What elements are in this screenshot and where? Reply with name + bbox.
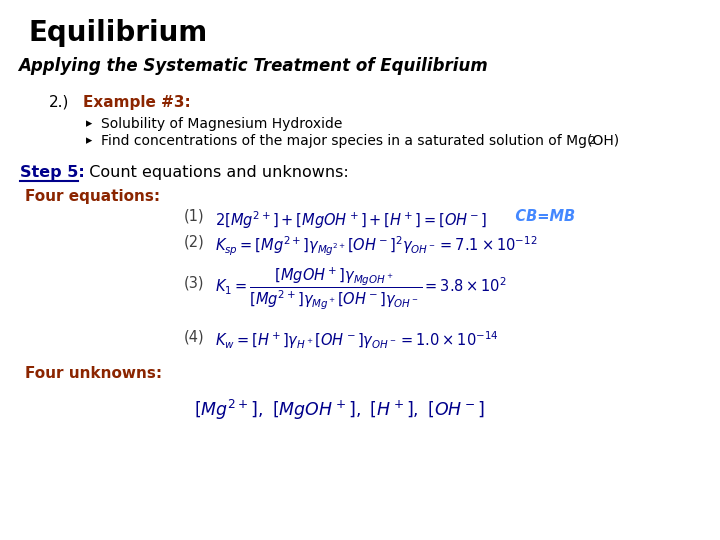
Text: Example #3:: Example #3: [83, 94, 191, 110]
Text: $2[Mg^{2+}]+[MgOH^+]+[H^+]=[OH^-]$: $2[Mg^{2+}]+[MgOH^+]+[H^+]=[OH^-]$ [215, 209, 487, 231]
Text: $K_1=\dfrac{[MgOH^+]\gamma_{MgOH^+}}{[Mg^{2+}]\gamma_{Mg^+}[OH^-]\gamma_{OH^-}}=: $K_1=\dfrac{[MgOH^+]\gamma_{MgOH^+}}{[Mg… [215, 265, 506, 310]
Text: Applying the Systematic Treatment of Equilibrium: Applying the Systematic Treatment of Equ… [18, 57, 487, 75]
Text: $[Mg^{2+}],\ [MgOH^+],\ [H^+],\ [OH^-]$: $[Mg^{2+}],\ [MgOH^+],\ [H^+],\ [OH^-]$ [194, 398, 485, 422]
Text: CB=MB: CB=MB [500, 209, 575, 224]
Text: $K_{sp}=[Mg^{2+}]\gamma_{Mg^{2+}}[OH^-]^2\gamma_{OH^-}=7.1\times10^{-12}$: $K_{sp}=[Mg^{2+}]\gamma_{Mg^{2+}}[OH^-]^… [215, 235, 537, 258]
Text: Equilibrium: Equilibrium [29, 19, 208, 47]
Text: (1): (1) [184, 209, 204, 224]
Text: Solubility of Magnesium Hydroxide: Solubility of Magnesium Hydroxide [101, 117, 342, 131]
Text: (2): (2) [184, 235, 204, 250]
Text: Find concentrations of the major species in a saturated solution of Mg(OH): Find concentrations of the major species… [101, 134, 619, 148]
Text: Step 5:: Step 5: [20, 165, 85, 180]
Text: (3): (3) [184, 275, 204, 291]
Text: ▸: ▸ [86, 134, 93, 147]
Text: Four equations:: Four equations: [25, 189, 161, 204]
Text: (4): (4) [184, 329, 204, 345]
Text: Count equations and unknowns:: Count equations and unknowns: [79, 165, 349, 180]
Text: Four unknowns:: Four unknowns: [25, 366, 162, 381]
Text: ▸: ▸ [86, 117, 93, 130]
Text: $K_w=[H^+]\gamma_{H^+}[OH^-]\gamma_{OH^-}=1.0\times10^{-14}$: $K_w=[H^+]\gamma_{H^+}[OH^-]\gamma_{OH^-… [215, 329, 498, 351]
Text: 2.): 2.) [49, 94, 69, 110]
Text: 2: 2 [588, 136, 595, 146]
